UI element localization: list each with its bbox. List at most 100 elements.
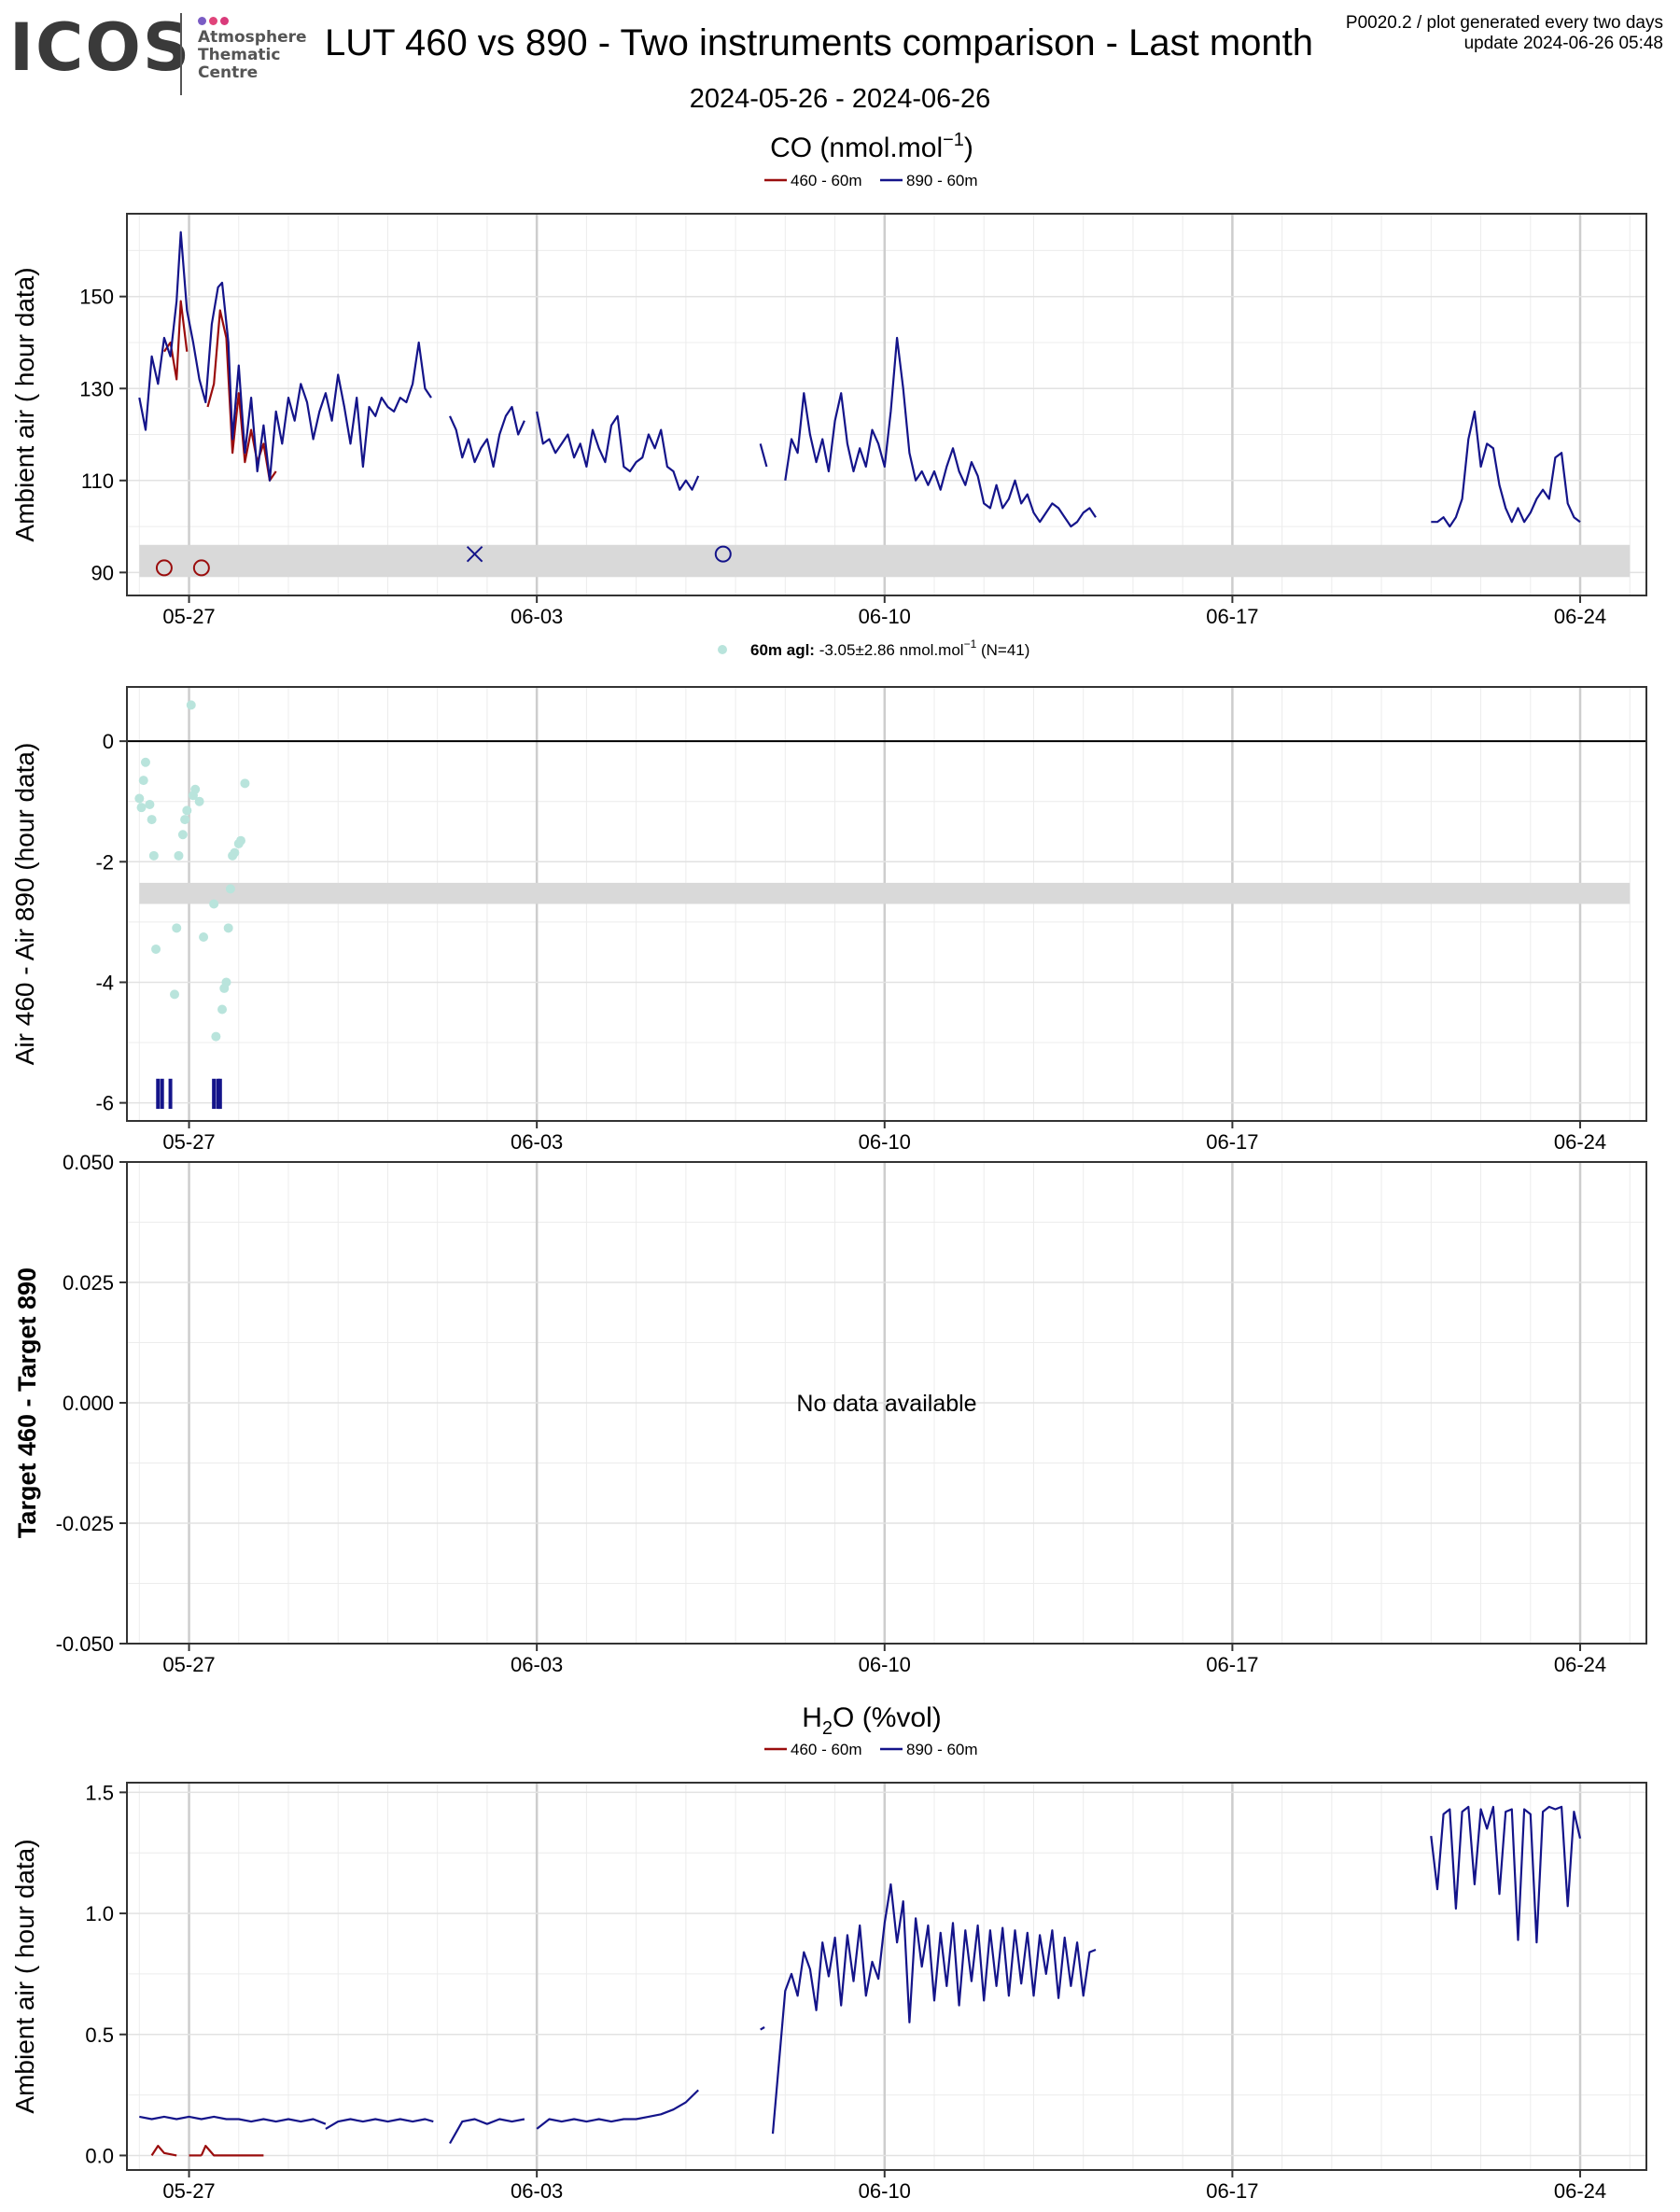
y-tick-label: 0 <box>103 730 114 753</box>
difference-point <box>194 796 204 806</box>
difference-point <box>217 1004 228 1015</box>
y-tick-label: 0.0 <box>85 2144 114 2167</box>
difference-point <box>180 815 190 825</box>
y-tick-label: -0.025 <box>56 1512 114 1535</box>
legend-label: 890 - 60m <box>906 172 978 189</box>
y-axis-label: Ambient air ( hour data) <box>10 267 39 541</box>
series-line-460 <box>162 300 189 381</box>
difference-point <box>145 799 155 809</box>
difference-point <box>174 850 184 861</box>
generation-info: P0020.2 / plot generated every two days … <box>1346 13 1663 54</box>
logo-subtitle: Atmosphere Thematic Centre <box>198 29 307 82</box>
x-tick-label: 05-27 <box>162 2179 215 2203</box>
x-tick-label: 06-10 <box>859 605 911 628</box>
legend-label: 460 - 60m <box>791 172 862 189</box>
flag-marker-circle <box>714 545 732 563</box>
logo-line-1: Atmosphere <box>198 28 307 47</box>
difference-point <box>225 884 235 894</box>
x-tick-label: 06-24 <box>1554 2179 1606 2203</box>
y-tick-label: -2 <box>95 850 114 874</box>
y-tick-label: 130 <box>79 377 114 400</box>
difference-point <box>182 805 192 816</box>
series-line-890 <box>325 2118 434 2130</box>
x-tick-label: 06-24 <box>1554 605 1606 628</box>
x-tick-label: 06-03 <box>511 1653 563 1676</box>
reference-band <box>139 544 1631 578</box>
x-tick-label: 05-27 <box>162 1653 215 1676</box>
x-tick-label: 06-10 <box>859 1130 911 1154</box>
difference-point <box>211 1031 221 1042</box>
difference-point <box>221 977 231 987</box>
series-line-890 <box>784 336 1097 528</box>
page-title: LUT 460 vs 890 - Two instruments compari… <box>325 22 1314 63</box>
x-tick-label: 06-10 <box>859 2179 911 2203</box>
legend-label: 890 - 60m <box>906 1741 978 1758</box>
series-line-890 <box>760 2026 765 2031</box>
y-tick-label: -6 <box>95 1092 114 1115</box>
logo-line-2: Thematic <box>198 46 281 64</box>
series-line-890 <box>139 2115 327 2125</box>
series-line-890 <box>138 231 432 482</box>
reference-band <box>139 882 1631 904</box>
h2o-panel-title: H2O (%vol) <box>802 1702 941 1739</box>
series-line-890 <box>1431 410 1581 528</box>
difference-point <box>177 830 188 840</box>
x-tick-label: 06-03 <box>511 605 563 628</box>
logo-divider <box>180 13 182 95</box>
difference-point <box>172 923 182 933</box>
logo-dot-icon <box>209 17 217 25</box>
series-line-890 <box>759 443 768 468</box>
difference-point <box>199 932 209 943</box>
legend-swatch <box>718 645 727 654</box>
y-tick-label: 0.5 <box>85 2023 114 2047</box>
flag-marker-cross <box>466 545 483 563</box>
series-line-890 <box>771 1883 1097 2135</box>
icos-logo: ICOS <box>9 9 192 86</box>
update-timestamp: update 2024-06-26 05:48 <box>1463 34 1663 53</box>
no-data-message: No data available <box>796 1391 976 1417</box>
y-tick-label: 0.025 <box>63 1271 114 1295</box>
difference-point <box>223 923 233 933</box>
legend-label: 460 - 60m <box>791 1741 862 1758</box>
x-tick-label: 05-27 <box>162 1130 215 1154</box>
x-tick-label: 06-10 <box>859 1653 911 1676</box>
co-panel-title: CO (nmol.mol−1) <box>770 130 973 163</box>
series-line-890 <box>536 411 700 491</box>
series-line-890 <box>449 2118 525 2145</box>
y-tick-label: 110 <box>81 469 114 493</box>
difference-point <box>190 784 201 794</box>
date-range: 2024-05-26 - 2024-06-26 <box>689 84 991 114</box>
x-tick-label: 06-24 <box>1554 1130 1606 1154</box>
difference-point <box>209 899 219 909</box>
legend: 460 - 60m 890 - 60m <box>764 1741 978 1758</box>
y-tick-label: 0.050 <box>63 1151 114 1174</box>
y-tick-label: 90 <box>91 561 114 584</box>
logo-line-3: Centre <box>198 63 259 82</box>
y-tick-label: 1.0 <box>85 1902 114 1925</box>
panel-border <box>126 213 1647 596</box>
flag-marker-circle <box>155 559 173 577</box>
logo-dot-icon <box>198 17 206 25</box>
difference-legend: 60m agl: -3.05±2.86 nmol.mol−1 (N=41) <box>750 637 1029 659</box>
difference-point <box>138 776 148 786</box>
difference-point <box>230 847 240 858</box>
y-tick-label: 0.000 <box>63 1392 114 1415</box>
y-axis-label: Ambient air ( hour data) <box>10 1839 39 2113</box>
x-tick-label: 05-27 <box>162 605 215 628</box>
difference-point <box>235 835 245 846</box>
series-line-890 <box>536 2089 699 2130</box>
flag-marker-circle <box>192 559 210 577</box>
logo-dot-icon <box>220 17 229 25</box>
panel-border <box>126 686 1647 1122</box>
legend: 460 - 60m 890 - 60m <box>764 172 978 189</box>
panel-border <box>126 1782 1647 2171</box>
y-tick-label: 1.5 <box>85 1781 114 1804</box>
x-tick-label: 06-03 <box>511 1130 563 1154</box>
x-tick-label: 06-17 <box>1206 1653 1258 1676</box>
difference-point <box>148 850 159 861</box>
difference-point <box>136 803 147 813</box>
difference-point <box>170 989 180 1000</box>
difference-point <box>140 757 150 767</box>
